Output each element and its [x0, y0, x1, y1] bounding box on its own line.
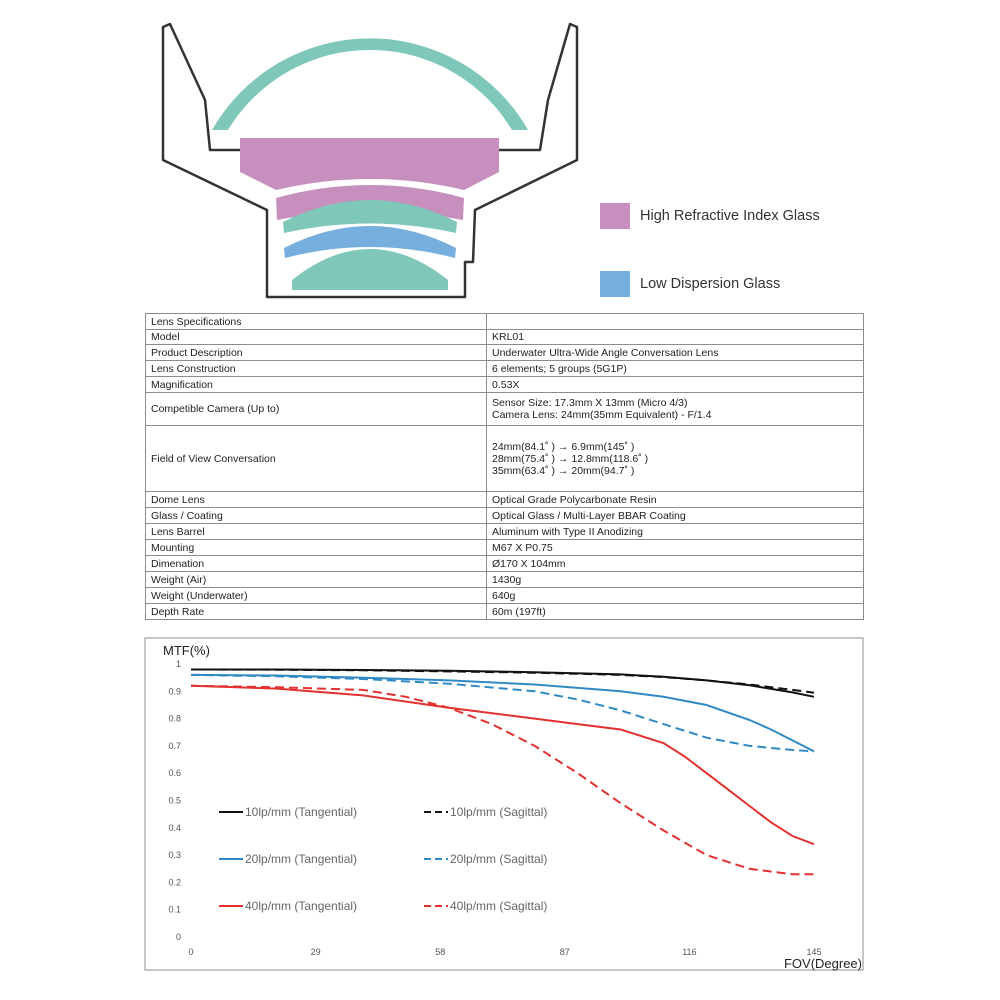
- spec-value-cell: 640g: [486, 587, 864, 604]
- y-tick-label: 0: [176, 932, 181, 942]
- legend-label-high-refractive: High Refractive Index Glass: [640, 208, 820, 224]
- spec-value-cell: M67 X P0.75: [486, 539, 864, 556]
- lens-cross-section-diagram: [161, 22, 579, 299]
- chart-frame: [144, 637, 864, 971]
- y-tick-label: 0.7: [168, 741, 181, 751]
- spec-key-cell: Field of View Conversation: [145, 425, 487, 492]
- y-axis-title: MTF(%): [163, 643, 210, 658]
- legend-series-label: 40lp/mm (Sagittal): [450, 899, 547, 913]
- x-tick-label: 58: [435, 947, 445, 957]
- spec-value-cell: Optical Glass / Multi-Layer BBAR Coating: [486, 507, 864, 524]
- spec-key-cell: Lens Construction: [145, 360, 487, 377]
- legend-series-label: 10lp/mm (Sagittal): [450, 805, 547, 819]
- legend-series-label: 20lp/mm (Tangential): [245, 852, 357, 866]
- series-line: [190, 668, 815, 694]
- legend-label-low-dispersion: Low Dispersion Glass: [640, 276, 781, 292]
- spec-value-cell: Underwater Ultra-Wide Angle Conversation…: [486, 344, 864, 361]
- series-line: [190, 673, 815, 753]
- y-tick-label: 0.3: [168, 850, 181, 860]
- x-tick-label: 0: [188, 947, 193, 957]
- table-row: Glass / Coating Optical Glass / Multi-Lay…: [145, 507, 864, 524]
- table-row: Product Description Underwater Ultra-Wide…: [145, 344, 864, 361]
- spec-key-cell: Glass / Coating: [145, 507, 487, 524]
- x-tick-label: 116: [682, 947, 696, 957]
- spec-value-cell: 24mm(84.1˚ ) → 6.9mm(145˚ ) 28mm(75.4˚ )…: [486, 425, 864, 492]
- y-tick-label: 0.4: [168, 823, 181, 833]
- series-line: [190, 684, 815, 846]
- series-line: [190, 673, 815, 753]
- table-row: Lens Barrel Aluminum with Type II Anodizi…: [145, 523, 864, 540]
- table-row: Field of View Conversation 24mm(84.1˚ ) →…: [145, 425, 864, 492]
- legend-swatch-low-dispersion: [600, 271, 630, 297]
- y-tick-label: 1: [176, 659, 181, 669]
- x-tick-label: 145: [806, 947, 821, 957]
- spec-value-cell: 6 elements; 5 groups (5G1P): [486, 360, 864, 377]
- x-tick-label: 29: [311, 947, 321, 957]
- legend-series-label: 40lp/mm (Tangential): [245, 899, 357, 913]
- legend-series-label: 10lp/mm (Tangential): [245, 805, 357, 819]
- table-row: Competible Camera (Up to) Sensor Size: 17…: [145, 392, 864, 426]
- table-row: Weight (Air) 1430g: [145, 571, 864, 588]
- legend-low-dispersion: Low Dispersion Glass: [600, 271, 780, 297]
- table-row: Depth Rate 60m (197ft): [145, 603, 864, 620]
- dome-element-3: [292, 249, 448, 290]
- y-tick-label: 0.9: [168, 686, 181, 696]
- legend-high-refractive: High Refractive Index Glass: [600, 203, 820, 229]
- y-tick-label: 0.2: [168, 877, 181, 887]
- table-row: Lens Construction 6 elements; 5 groups (5…: [145, 360, 864, 377]
- spec-key-cell: Competible Camera (Up to): [145, 392, 487, 426]
- high-refractive-element-1: [240, 138, 499, 190]
- y-tick-label: 0.5: [168, 796, 181, 806]
- spec-value-cell: 60m (197ft): [486, 603, 864, 620]
- table-row: Dome Lens Optical Grade Polycarbonate Res…: [145, 491, 864, 508]
- x-tick-label: 87: [560, 947, 570, 957]
- table-row: Weight (Underwater) 640g: [145, 587, 864, 604]
- spec-key-cell: Lens Barrel: [145, 523, 487, 540]
- table-row: Mounting M67 X P0.75: [145, 539, 864, 556]
- legend-swatch-high-refractive: [600, 203, 630, 229]
- y-tick-label: 0.8: [168, 714, 181, 724]
- x-axis-title: FOV(Degree): [784, 956, 862, 971]
- dome-port-element: [212, 38, 528, 130]
- y-tick-label: 0.1: [168, 905, 181, 915]
- spec-value-cell: Sensor Size: 17.3mm X 13mm (Micro 4/3) C…: [486, 392, 864, 426]
- lens-spec-table: Lens Specifications Model KRL01 Product De…: [145, 313, 864, 620]
- y-tick-label: 0.6: [168, 768, 181, 778]
- series-line: [190, 684, 814, 876]
- low-dispersion-element: [284, 226, 456, 258]
- dome-element-2: [283, 200, 457, 233]
- legend-series-label: 20lp/mm (Sagittal): [450, 852, 547, 866]
